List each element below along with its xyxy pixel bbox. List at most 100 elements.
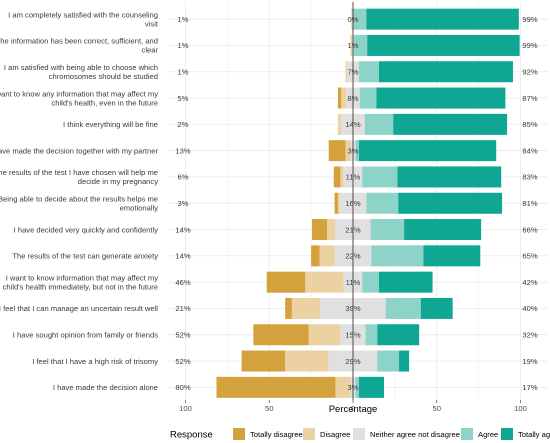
row-statement-label: I want to know information that may affe… [3, 273, 159, 291]
bar-segment-disagree [305, 271, 344, 293]
bar-segment-disagree [337, 192, 340, 214]
legend-label: Totally agree [518, 430, 550, 439]
bar-segment-totally-disagree [216, 376, 336, 398]
bar-segment-agree [358, 61, 379, 83]
bar-segment-agree [359, 87, 377, 109]
center-percent-label: 3% [348, 383, 359, 392]
bar-segment-agree [371, 245, 424, 267]
legend-title: Response [170, 430, 213, 441]
left-percent-label: 6% [178, 173, 189, 182]
right-percent-label: 19% [522, 357, 537, 366]
bar-segment-totally-agree [377, 324, 420, 346]
bars-layer [216, 2, 520, 400]
center-percent-label: 8% [348, 94, 359, 103]
right-percent-label: 84% [522, 146, 537, 155]
bar-segment-disagree [285, 350, 329, 372]
row-statement-label: I am completely satisfied with the couns… [8, 10, 159, 28]
bar-segment-totally-agree [398, 192, 503, 214]
center-percent-label: 29% [345, 357, 360, 366]
bar-segment-disagree [327, 219, 336, 241]
center-percent-label: 16% [345, 199, 360, 208]
center-percent-label: 21% [345, 225, 360, 234]
right-percent-label: 81% [522, 199, 537, 208]
bar-segment-disagree [337, 113, 342, 135]
row-statement-label: I feel that I have a high risk of trisom… [32, 357, 158, 366]
bar-segment-agree [366, 192, 399, 214]
row-statement-label: I want to know any information that may … [0, 89, 158, 107]
row-statement-label: The results of the test I have chosen wi… [0, 168, 158, 186]
right-percent-label: 85% [522, 120, 537, 129]
row-statement-label: I have made the decision alone [53, 383, 158, 392]
row-statement-label: I have made the decision together with m… [0, 146, 158, 155]
center-percent-label: 3% [348, 146, 359, 155]
bar-segment-agree [355, 140, 359, 162]
right-percent-label: 92% [522, 67, 537, 76]
bar-segment-disagree [341, 87, 347, 109]
row-statement-label: Being able to decide about the results h… [0, 194, 158, 212]
right-percent-label: 17% [522, 383, 537, 392]
bar-segment-agree [353, 34, 368, 56]
left-percent-label: 3% [178, 199, 189, 208]
bar-segment-totally-agree [378, 271, 433, 293]
bar-segment-disagree [335, 376, 351, 398]
legend-swatch [461, 428, 473, 440]
left-percent-label: 1% [178, 67, 189, 76]
x-tick-label: 100 [179, 404, 192, 413]
bar-segment-totally-agree [376, 87, 506, 109]
bar-segment-agree [385, 297, 421, 319]
right-percent-label: 40% [522, 304, 537, 313]
row-statement-label: I have decided very quickly and confiden… [14, 225, 159, 234]
center-percent-label: 1% [348, 41, 359, 50]
row-statement-label: I feel that I can manage an uncertain re… [0, 304, 158, 313]
left-percent-label: 80% [175, 383, 190, 392]
left-percent-label: 52% [175, 330, 190, 339]
left-percent-label: 14% [175, 225, 190, 234]
bar-segment-totally-disagree [333, 166, 341, 188]
right-percent-label: 87% [522, 94, 537, 103]
labels-layer: I am completely satisfied with the couns… [0, 10, 538, 392]
bar-segment-totally-agree [358, 376, 384, 398]
bar-segment-disagree [340, 166, 344, 188]
left-percent-label: 5% [178, 94, 189, 103]
x-tick-label: 100 [514, 404, 527, 413]
left-percent-label: 13% [175, 146, 190, 155]
bar-segment-agree [355, 376, 359, 398]
left-percent-label: 1% [178, 15, 189, 24]
bar-segment-totally-disagree [253, 324, 309, 346]
bar-segment-totally-agree [423, 245, 481, 267]
row-statement-label: I have sought opinion from family or fri… [13, 330, 158, 339]
legend-label: Disagree [320, 430, 350, 439]
left-percent-label: 1% [178, 41, 189, 50]
legend-swatch [303, 428, 315, 440]
bar-segment-totally-disagree [334, 192, 338, 214]
bar-segment-totally-agree [397, 166, 502, 188]
center-percent-label: 11% [346, 278, 361, 287]
bar-segment-disagree [291, 297, 321, 319]
row-statement-label: The results of the test can generate anx… [12, 252, 158, 261]
left-percent-label: 21% [175, 304, 190, 313]
bar-segment-totally-disagree [311, 245, 320, 267]
row-statement-label: I am satisfied with being able to choose… [4, 63, 158, 81]
bar-segment-disagree [351, 8, 353, 30]
legend-swatch [353, 428, 365, 440]
bar-segment-agree [377, 350, 400, 372]
right-percent-label: 99% [522, 41, 537, 50]
bar-segment-totally-agree [366, 8, 519, 30]
right-percent-label: 32% [522, 330, 537, 339]
bar-segment-totally-agree [378, 61, 513, 83]
right-percent-label: 42% [522, 278, 537, 287]
bar-segment-totally-disagree [328, 140, 346, 162]
bar-segment-totally-agree [393, 113, 508, 135]
left-percent-label: 52% [175, 357, 190, 366]
bar-segment-disagree [319, 245, 335, 267]
bar-segment-agree [364, 113, 394, 135]
row-statement-label: I think everything will be fine [63, 120, 158, 129]
legend: Response Totally disagree Disagree Neither … [170, 428, 550, 441]
bar-segment-totally-agree [358, 140, 497, 162]
bar-segment-totally-disagree [337, 87, 342, 109]
bar-segment-disagree [308, 324, 341, 346]
bar-segment-agree [362, 271, 379, 293]
legend-label: Neither agree not disagree [370, 430, 460, 439]
right-percent-label: 66% [522, 225, 537, 234]
